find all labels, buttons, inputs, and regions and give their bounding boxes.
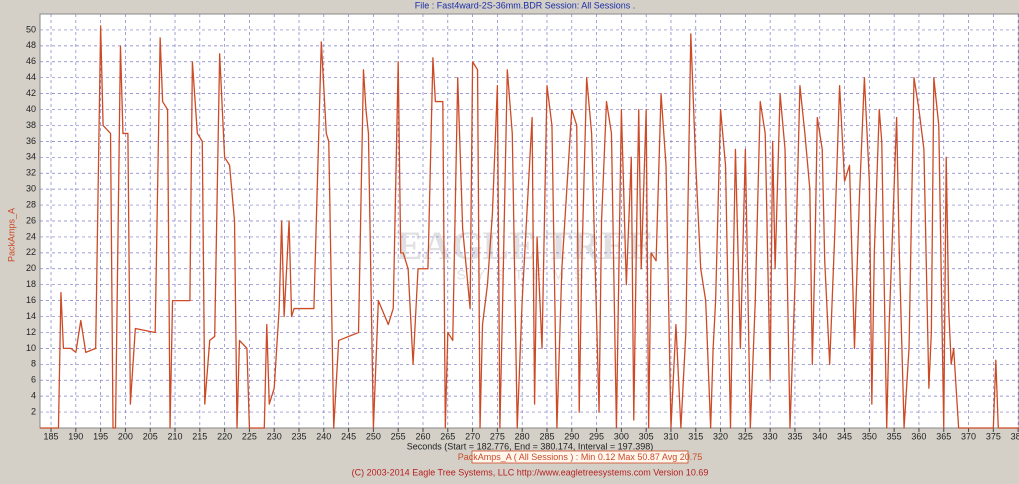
x-tick-label: 230 (267, 431, 282, 441)
legend-entry: PackAmps_A ( All Sessions ) : Min 0.12 M… (458, 452, 702, 462)
x-tick-label: 215 (192, 431, 207, 441)
y-tick-label: 10 (26, 343, 36, 353)
x-tick-label: 315 (688, 431, 703, 441)
y-tick-label: 28 (26, 199, 36, 209)
x-tick-label: 370 (961, 431, 976, 441)
x-tick-label: 200 (118, 431, 133, 441)
watermark: SYSTEMS (457, 267, 594, 283)
y-tick-label: 32 (26, 168, 36, 178)
legend-box (471, 450, 689, 464)
x-tick-label: 235 (291, 431, 306, 441)
x-tick-label: 325 (738, 431, 753, 441)
x-tick-label: 260 (415, 431, 430, 441)
y-tick-label: 16 (26, 295, 36, 305)
y-tick-label: 48 (26, 40, 36, 50)
y-tick-label: 44 (26, 72, 36, 82)
chart-title: File : Fast4ward-2S-36mm.BDR Session: Al… (415, 0, 636, 10)
y-tick-label: 42 (26, 88, 36, 98)
x-tick-label: 245 (341, 431, 356, 441)
y-tick-label: 8 (31, 359, 36, 369)
x-tick-label: 250 (366, 431, 381, 441)
x-tick-label: 255 (391, 431, 406, 441)
x-tick-label: 295 (589, 431, 604, 441)
x-tick-label: 305 (639, 431, 654, 441)
x-tick-label: 270 (465, 431, 480, 441)
x-tick-label: 345 (837, 431, 852, 441)
x-tick-label: 205 (143, 431, 158, 441)
x-tick-label: 240 (316, 431, 331, 441)
y-tick-label: 2 (31, 406, 36, 416)
x-tick-label: 360 (911, 431, 926, 441)
y-tick-label: 20 (26, 263, 36, 273)
x-tick-label: 320 (713, 431, 728, 441)
y-tick-label: 24 (26, 231, 36, 241)
x-tick-label: 225 (242, 431, 257, 441)
x-tick-label: 210 (168, 431, 183, 441)
y-tick-label: 26 (26, 215, 36, 225)
x-tick-label: 265 (440, 431, 455, 441)
x-tick-label: 275 (490, 431, 505, 441)
y-tick-label: 14 (26, 311, 36, 321)
y-tick-label: 46 (26, 56, 36, 66)
x-tick-label: 350 (862, 431, 877, 441)
y-tick-label: 18 (26, 279, 36, 289)
y-tick-label: 6 (31, 375, 36, 385)
x-tick-label: 340 (812, 431, 827, 441)
x-tick-label: 335 (787, 431, 802, 441)
x-tick-label: 330 (763, 431, 778, 441)
x-tick-label: 290 (564, 431, 579, 441)
x-tick-label: 185 (44, 431, 59, 441)
x-tick-label: 280 (515, 431, 530, 441)
x-tick-label: 310 (663, 431, 678, 441)
y-tick-label: 34 (26, 152, 36, 162)
x-tick-label: 285 (539, 431, 554, 441)
y-tick-label: 38 (26, 120, 36, 130)
x-tick-label: 190 (68, 431, 83, 441)
x-tick-label: 380 (1011, 431, 1019, 441)
x-tick-label: 355 (887, 431, 902, 441)
x-axis-label: Seconds (Start = 182.776, End = 380.174,… (407, 441, 653, 451)
data-line (40, 25, 1019, 429)
y-tick-label: 36 (26, 136, 36, 146)
y-tick-label: 30 (26, 184, 36, 194)
x-tick-label: 375 (986, 431, 1001, 441)
y-tick-label: 12 (26, 327, 36, 337)
x-tick-label: 195 (93, 431, 108, 441)
x-tick-label: 365 (936, 431, 951, 441)
x-tick-label: 300 (614, 431, 629, 441)
x-tick-label: 220 (217, 431, 232, 441)
y-tick-label: 22 (26, 247, 36, 257)
y-tick-label: 4 (31, 391, 36, 401)
footer: (C) 2003-2014 Eagle Tree Systems, LLC ht… (352, 467, 709, 477)
y-axis-label: PackAmps_A (6, 208, 16, 262)
y-tick-label: 40 (26, 104, 36, 114)
y-tick-label: 50 (26, 24, 36, 34)
